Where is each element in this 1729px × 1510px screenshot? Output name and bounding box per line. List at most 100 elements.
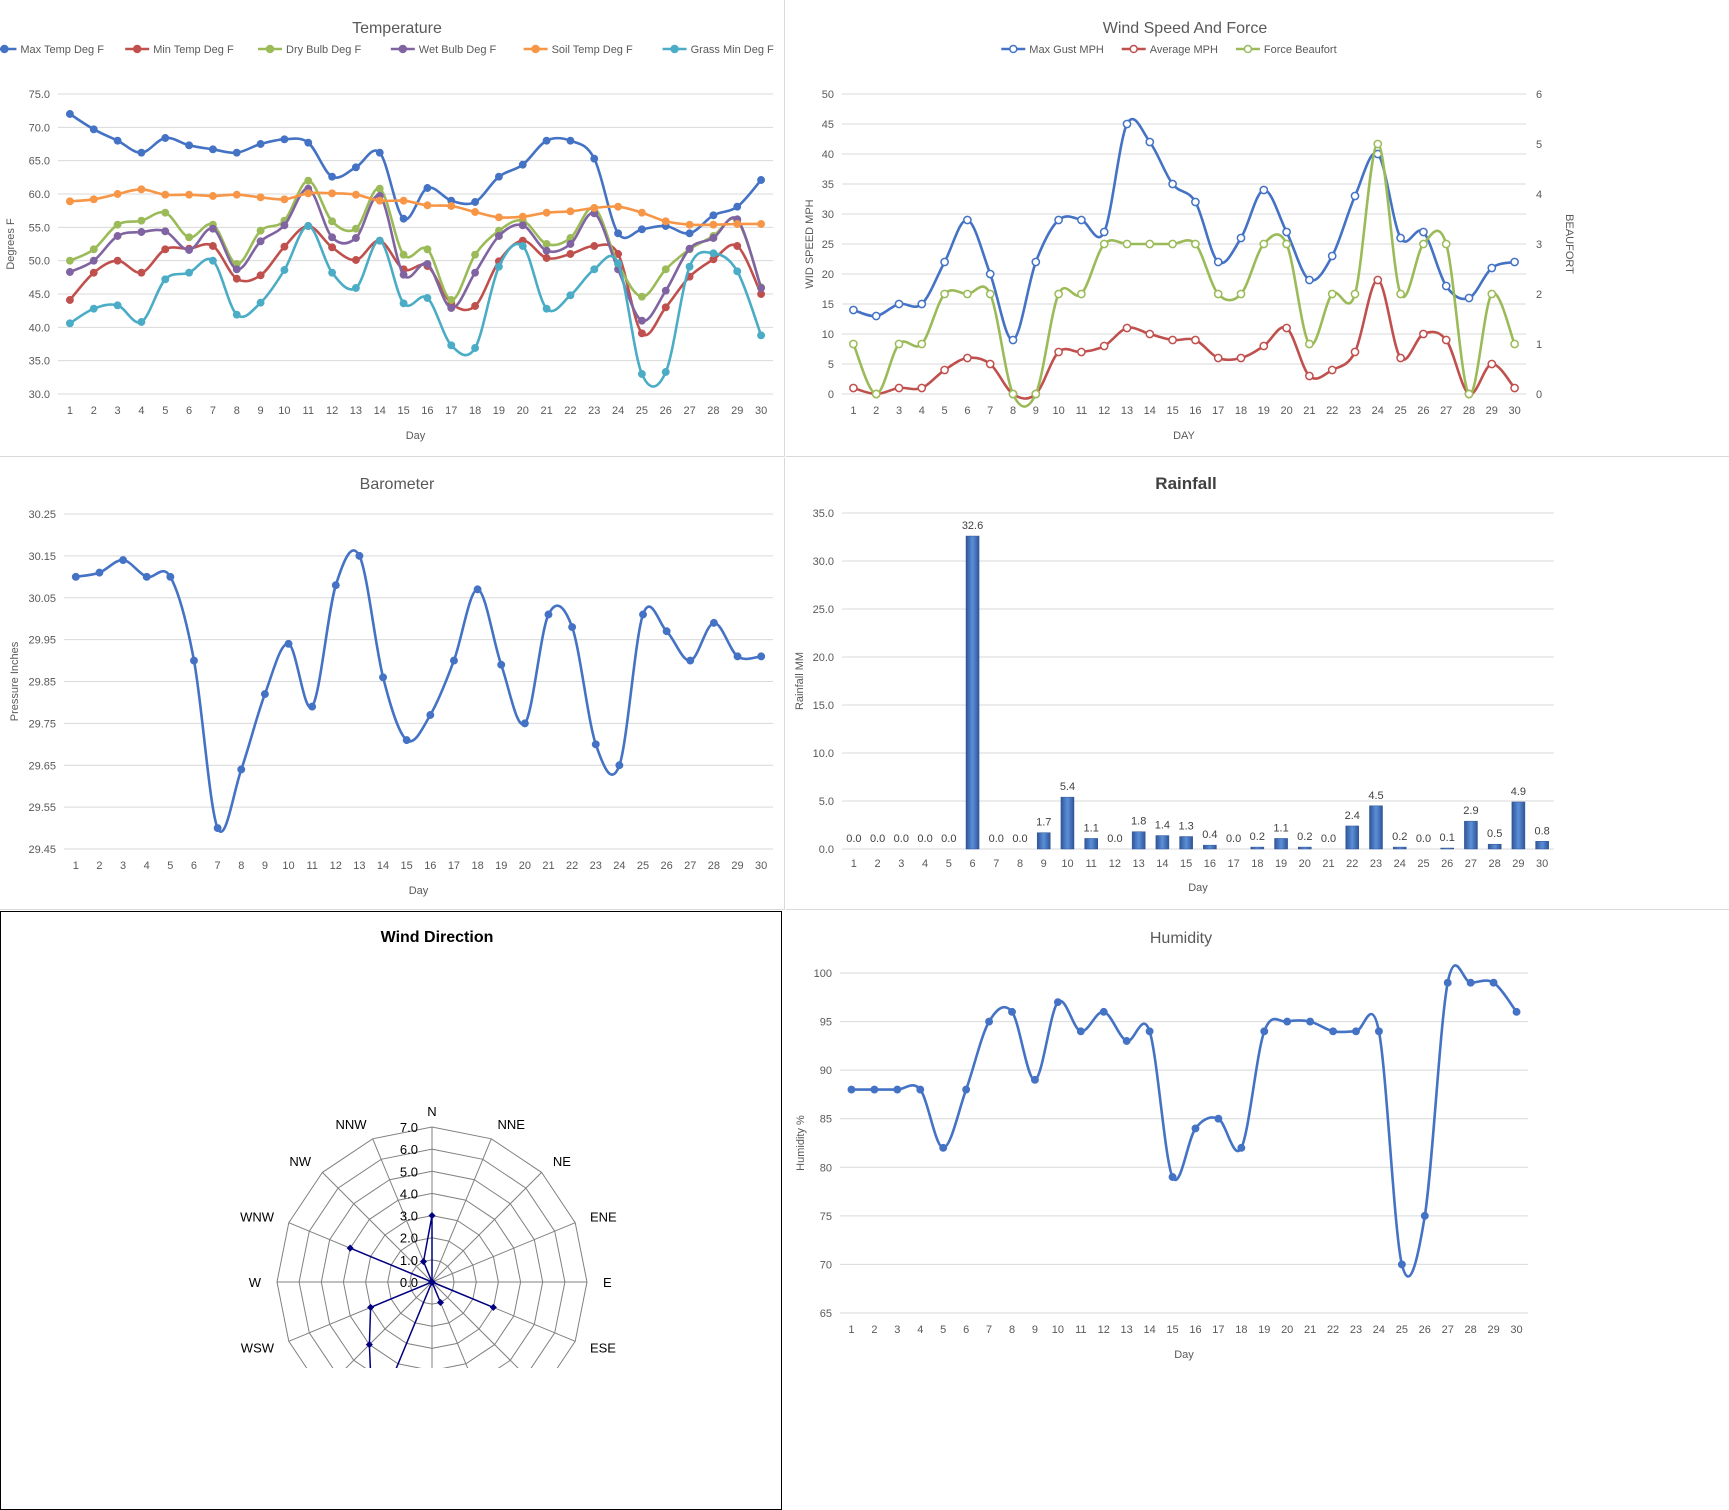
data-point	[637, 208, 646, 217]
direction-label: NNW	[336, 1117, 368, 1132]
x-tick-label: 5	[167, 860, 173, 872]
data-point	[566, 240, 575, 248]
data-point	[1397, 1260, 1406, 1269]
data-point	[65, 110, 74, 118]
data-point	[89, 125, 98, 134]
data-point	[1122, 119, 1132, 129]
x-tick-label: 7	[986, 1324, 992, 1336]
radar-spoke	[431, 1172, 542, 1283]
rainfall-bar	[1464, 820, 1478, 850]
chart-title: Wind Direction	[381, 929, 494, 946]
data-point	[1030, 1075, 1039, 1084]
x-tick-label: 25	[637, 860, 649, 872]
data-point	[870, 1085, 879, 1094]
data-point	[351, 190, 360, 199]
data-point	[1191, 239, 1200, 249]
series-line	[851, 964, 1518, 1278]
y-axis-label: Humidity %	[795, 1115, 807, 1171]
data-point	[89, 245, 98, 254]
x-tick-label: 19	[495, 860, 507, 872]
data-point	[590, 265, 599, 274]
data-point	[213, 824, 222, 833]
data-point	[709, 249, 718, 258]
x-tick-label: 30	[1508, 405, 1520, 417]
y-tick-label: 40	[822, 149, 834, 161]
x-tick-label: 15	[1180, 858, 1192, 870]
data-point	[1350, 347, 1360, 357]
rainfall-bar	[1155, 835, 1170, 850]
data-point	[1054, 215, 1063, 225]
x-tick-label: 19	[1275, 858, 1287, 870]
x-tick-label: 2	[875, 858, 881, 870]
data-point	[1305, 371, 1314, 381]
data-point	[661, 265, 670, 274]
y-tick-label: 50.0	[29, 256, 50, 268]
x-axis-label: DAY	[1173, 430, 1195, 442]
data-point	[208, 192, 217, 200]
data-point	[399, 214, 408, 223]
data-point	[733, 220, 742, 228]
data-point	[685, 262, 694, 271]
data-point	[185, 246, 194, 254]
y-tick-label: 30.05	[28, 593, 56, 605]
data-point	[399, 196, 408, 205]
data-point	[1419, 329, 1428, 339]
data-point	[232, 265, 241, 274]
series-line	[853, 117, 1515, 342]
data-point	[471, 208, 480, 216]
data-point	[709, 234, 718, 242]
data-point	[137, 185, 146, 194]
x-tick-label: 26	[1417, 405, 1429, 417]
legend-entry: Max Gust MPH	[1029, 44, 1104, 56]
rainfall-bar	[1274, 838, 1288, 850]
x-tick-label: 30	[1510, 1324, 1522, 1336]
y-tick-label: 35	[822, 179, 834, 191]
data-point	[757, 331, 766, 340]
x-tick-label: 13	[353, 860, 365, 872]
data-point	[308, 702, 317, 711]
radial-tick-label: 0.0	[400, 1275, 418, 1290]
rainfall-bar	[1487, 843, 1502, 850]
data-point	[1466, 978, 1475, 987]
data-label: 1.1	[1084, 822, 1099, 834]
x-tick-label: 2	[96, 860, 102, 872]
x-tick-label: 21	[1304, 1324, 1316, 1336]
x-tick-label: 1	[850, 405, 856, 417]
x-axis-label: Day	[406, 430, 426, 442]
data-point	[518, 212, 527, 221]
data-point	[1282, 323, 1291, 333]
x-tick-label: 21	[540, 405, 552, 417]
data-point	[685, 229, 694, 238]
data-point	[65, 197, 74, 206]
x-tick-label: 10	[282, 860, 294, 872]
legend-marker	[1129, 44, 1138, 54]
x-tick-label: 4	[922, 858, 928, 870]
data-point	[1008, 335, 1018, 345]
rainfall-bar	[1131, 831, 1146, 850]
x-tick-label: 17	[1227, 858, 1239, 870]
x-tick-label: 16	[1189, 405, 1201, 417]
x-axis-label: Day	[409, 885, 429, 897]
data-point	[1282, 227, 1291, 237]
data-point	[757, 220, 766, 228]
x-tick-label: 13	[350, 405, 362, 417]
x-tick-label: 7	[215, 860, 221, 872]
data-point	[1031, 389, 1041, 399]
data-point	[1327, 251, 1337, 261]
data-point	[1213, 353, 1223, 363]
data-label: 4.5	[1368, 790, 1383, 802]
barometer-chart: Barometer 29.45 29.55 29.65 29.75 29.85 29.95 3…	[9, 476, 773, 897]
data-point	[590, 242, 599, 250]
data-point	[375, 148, 384, 157]
data-point	[328, 189, 337, 198]
x-tick-label: 17	[448, 860, 460, 872]
y-right-tick-label: 5	[1536, 139, 1542, 151]
x-tick-label: 22	[564, 405, 576, 417]
x-tick-label: 11	[306, 860, 317, 872]
x-tick-label: 23	[1349, 405, 1361, 417]
x-tick-label: 17	[1212, 1324, 1224, 1336]
data-point	[113, 220, 122, 229]
data-point	[1099, 239, 1109, 249]
y-tick-label: 29.95	[28, 635, 56, 647]
data-point	[423, 294, 432, 302]
